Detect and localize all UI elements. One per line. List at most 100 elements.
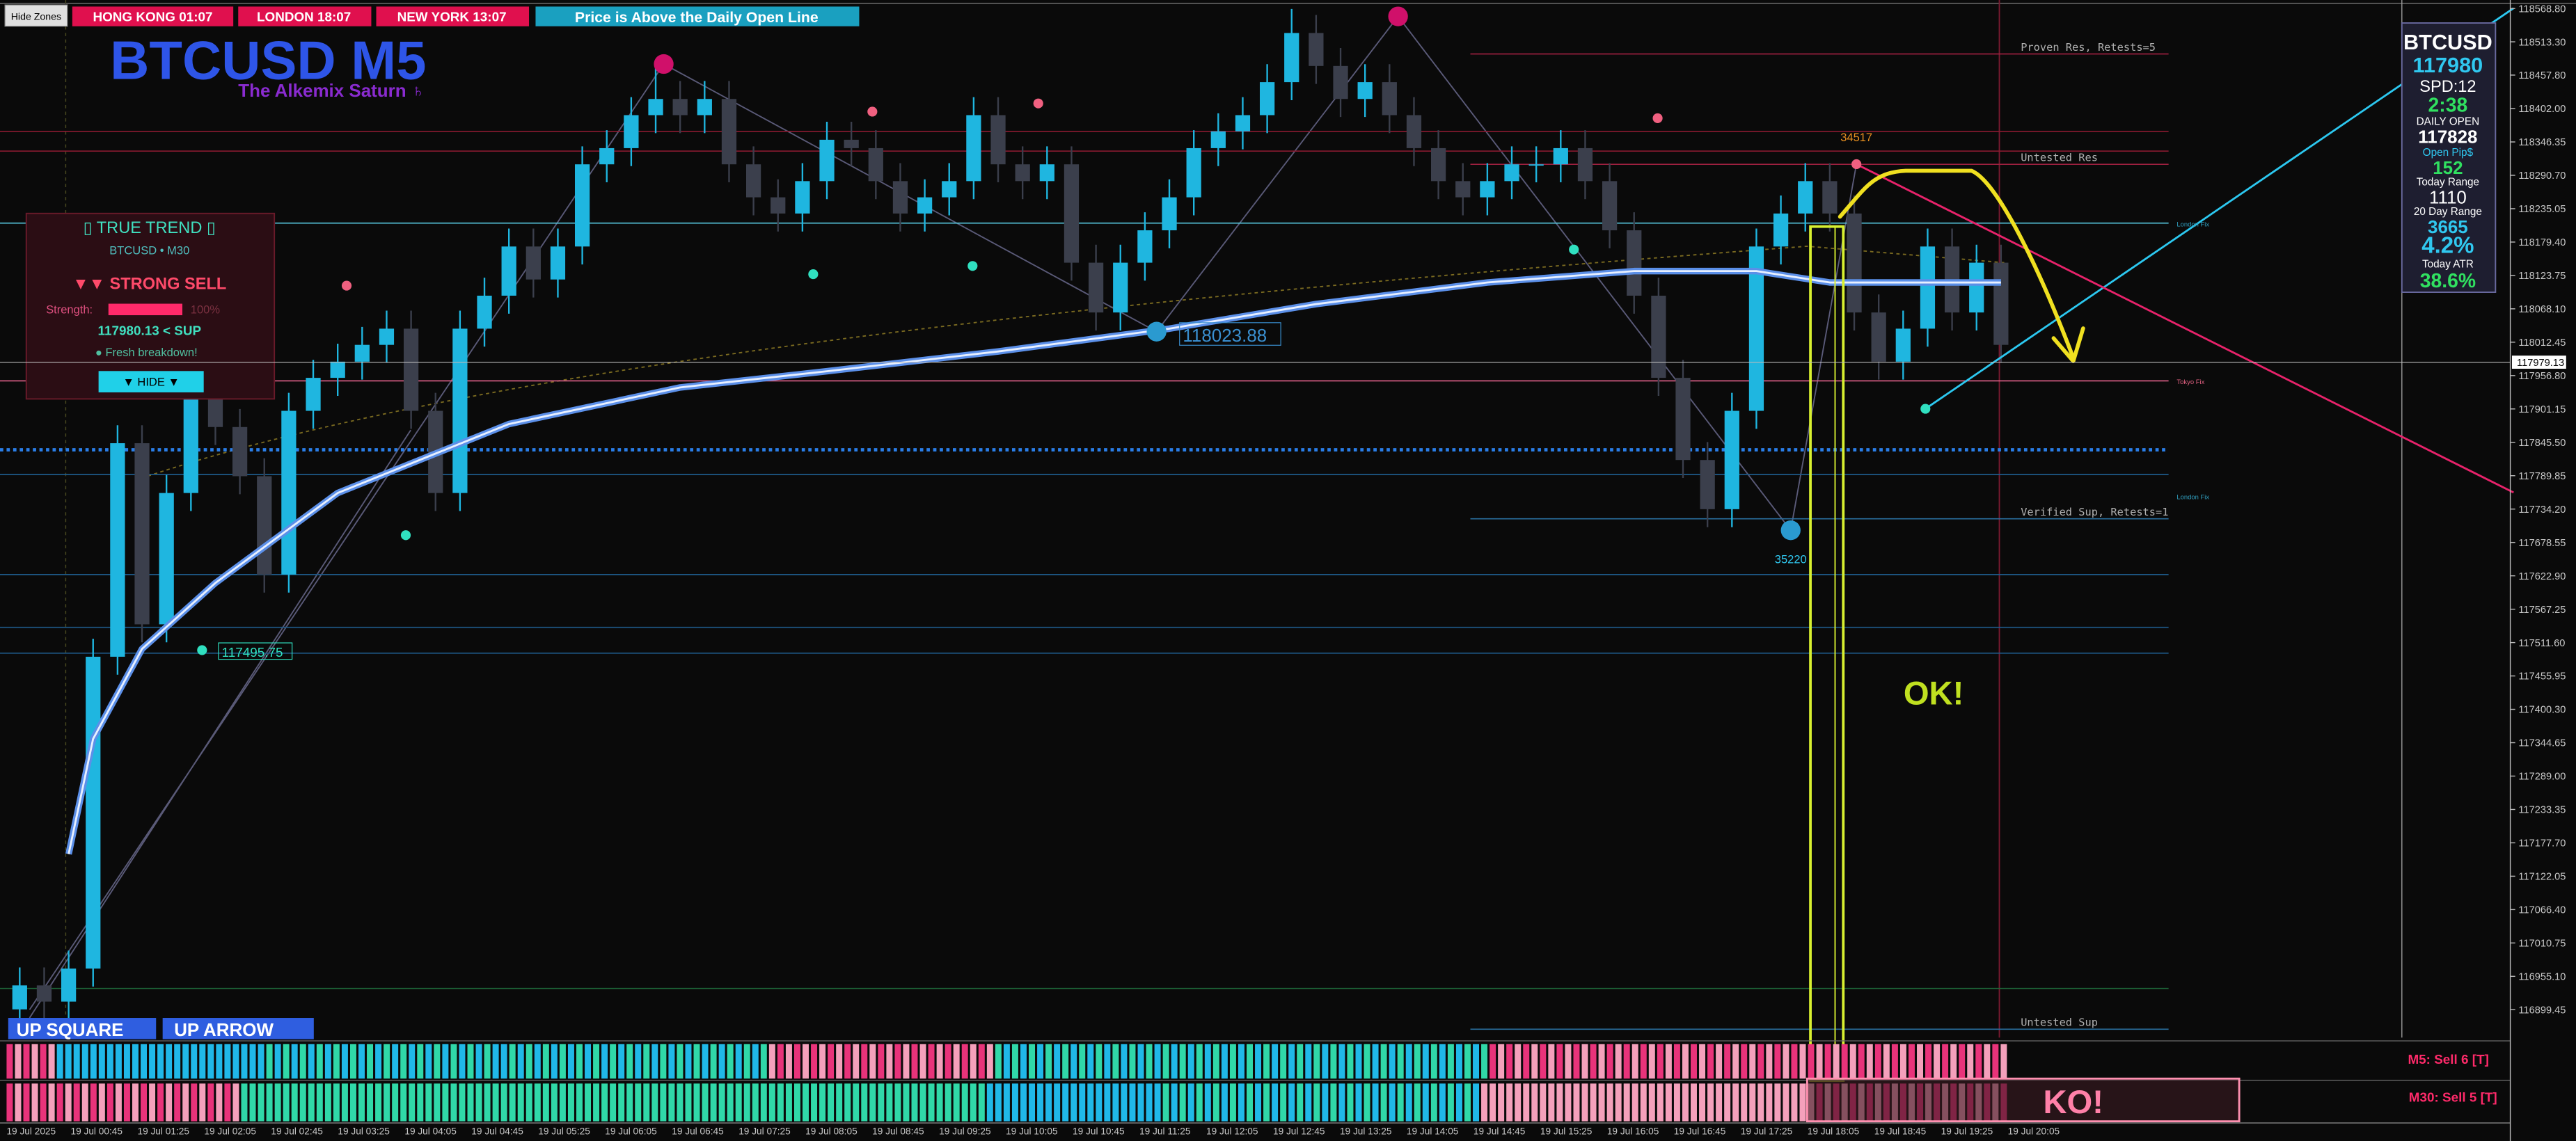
candle-body	[624, 115, 639, 148]
indicator-stripe	[333, 1083, 340, 1122]
indicator-stripe	[1313, 1044, 1320, 1079]
candle-body	[1993, 262, 2009, 345]
y-tick-label: 117400.30	[2518, 705, 2566, 716]
indicator-stripe	[341, 1083, 348, 1122]
indicator-stripe	[1673, 1044, 1680, 1079]
indicator-stripe	[844, 1083, 851, 1122]
indicator-stripe	[1305, 1083, 1312, 1122]
indicator-stripe	[1020, 1083, 1027, 1122]
indicator-stripe	[986, 1044, 993, 1079]
candle-body	[574, 164, 590, 247]
hide-button[interactable]	[98, 371, 204, 392]
indicator-stripe	[1506, 1044, 1513, 1079]
indicator-stripe	[249, 1083, 256, 1122]
indicator-stripe	[995, 1083, 1002, 1122]
indicator-stripe	[1481, 1083, 1488, 1122]
candles	[12, 8, 2009, 1034]
indicator-stripe	[911, 1044, 918, 1079]
indicator-stripe	[56, 1044, 63, 1079]
pivot-label: 34517	[1840, 131, 1872, 144]
overlay-layer: 35220 34517 London Fix Tokyo Fix London …	[4, 4, 2515, 1082]
y-tick-label: 117233.35	[2518, 805, 2566, 816]
indicator-stripe	[702, 1044, 709, 1079]
indicator-stripe	[1196, 1083, 1203, 1122]
indicator-stripe	[1338, 1083, 1345, 1122]
indicator-stripe	[141, 1083, 148, 1122]
x-tick-label: 19 Jul 17:25	[1741, 1126, 1793, 1137]
indicator-stripe	[174, 1044, 181, 1079]
x-tick-label: 19 Jul 19:25	[1941, 1126, 1993, 1137]
indicator-stripe	[1137, 1083, 1144, 1122]
info-symbol: BTCUSD	[2403, 30, 2492, 54]
indicator-stripe	[668, 1044, 675, 1079]
indicator-stripe	[258, 1083, 264, 1122]
strength-value: 100%	[191, 303, 221, 317]
indicator-stripe	[115, 1083, 122, 1122]
indicator-stripe	[1297, 1044, 1304, 1079]
indicator-stripe	[785, 1044, 792, 1079]
indicator-stripe	[1665, 1044, 1672, 1079]
candle-body	[1309, 33, 1324, 66]
indicator-stripe	[1322, 1083, 1329, 1122]
candle-body	[1064, 164, 1080, 263]
indicator-stripe	[1473, 1083, 1480, 1122]
indicator-stripe	[1631, 1044, 1638, 1079]
indicator-stripe	[1540, 1044, 1547, 1079]
info-label: Open Pip$	[2423, 147, 2474, 159]
indicator-stripe	[1732, 1083, 1739, 1122]
indicator-stripe	[509, 1083, 516, 1122]
indicator-stripe	[291, 1044, 298, 1079]
indicator-stripe	[1490, 1044, 1496, 1079]
indicator-stripe	[1104, 1083, 1111, 1122]
indicator-stripe	[1791, 1044, 1798, 1079]
indicator-stripe	[1455, 1044, 1462, 1079]
button-label[interactable]: Hide Zones	[11, 11, 61, 22]
candle-body	[1162, 197, 1177, 231]
indicator-stripe	[459, 1044, 466, 1079]
x-tick-label: 19 Jul 02:45	[271, 1126, 323, 1137]
info-label: Today Range	[2417, 177, 2479, 189]
pivot-low	[967, 261, 978, 271]
indicator-stripe	[174, 1083, 181, 1122]
price-label: 118023.88	[1183, 325, 1267, 346]
candle-body	[257, 476, 272, 575]
y-tick-label: 117956.80	[2518, 371, 2566, 382]
indicator-stripe	[224, 1083, 231, 1122]
indicator-stripe	[945, 1083, 951, 1122]
indicator-stripe	[618, 1083, 625, 1122]
indicator-stripe	[1540, 1083, 1547, 1122]
hide-zones-button[interactable]	[4, 4, 68, 27]
x-tick-label: 19 Jul 01:25	[137, 1126, 189, 1137]
indicator-stripe	[1581, 1044, 1588, 1079]
indicator-stripe	[157, 1083, 164, 1122]
indicator-stripe	[308, 1044, 315, 1079]
indicator-stripe	[216, 1044, 223, 1079]
indicator-stripe	[953, 1044, 960, 1079]
candle-body	[1700, 460, 1715, 509]
candle-body	[868, 147, 883, 182]
candle-body	[232, 426, 248, 477]
indicator-stripe	[450, 1044, 457, 1079]
indicator-stripe	[1355, 1083, 1362, 1122]
indicator-stripe	[384, 1044, 390, 1079]
indicator-stripe	[567, 1083, 574, 1122]
y-tick-label: 117122.05	[2518, 872, 2566, 883]
indicator-stripe	[1515, 1083, 1522, 1122]
indicator-stripe	[324, 1083, 331, 1122]
indicator-stripe	[149, 1083, 156, 1122]
indicator-stripe	[1070, 1083, 1077, 1122]
indicator-stripe	[409, 1044, 416, 1079]
button-label[interactable]: ▼ HIDE ▼	[123, 376, 179, 389]
indicator-stripe	[1732, 1044, 1739, 1079]
indicator-stripe	[1631, 1083, 1638, 1122]
indicator-stripe	[1364, 1083, 1370, 1122]
indicator-stripe	[48, 1044, 55, 1079]
indicator-stripe	[1640, 1083, 1647, 1122]
indicator-stripe	[358, 1083, 365, 1122]
indicator-stripe	[1606, 1083, 1613, 1122]
indicator-stripe	[258, 1044, 264, 1079]
indicator-stripe	[1313, 1083, 1320, 1122]
indicator-stripe	[106, 1044, 113, 1079]
indicator-stripe	[1648, 1083, 1655, 1122]
